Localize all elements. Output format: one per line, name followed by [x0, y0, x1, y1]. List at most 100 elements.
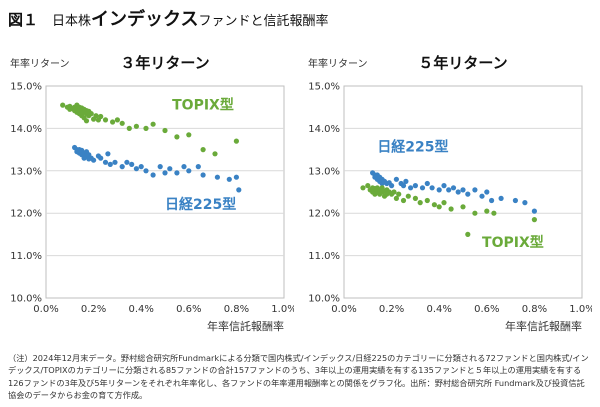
y-tick-label: 14.0%: [308, 124, 340, 135]
x-tick-label: 0.0%: [33, 304, 58, 315]
data-point: [448, 206, 454, 212]
data-point: [405, 193, 411, 199]
data-point: [226, 176, 232, 182]
data-point: [403, 178, 409, 184]
data-point: [412, 183, 418, 189]
data-point: [143, 125, 149, 131]
y-axis-label: 年率リターン: [308, 57, 368, 70]
series-label: TOPIX型: [172, 96, 234, 113]
data-point: [186, 132, 192, 138]
data-point: [167, 166, 173, 172]
data-point: [143, 168, 149, 174]
data-point: [460, 204, 466, 210]
data-point: [126, 125, 132, 131]
data-point: [417, 200, 423, 206]
figure-header: 図１ 日本株インデックスファンドと信託報酬率: [8, 5, 329, 31]
data-point: [393, 195, 399, 201]
y-tick-label: 15.0%: [10, 82, 42, 93]
data-point: [200, 147, 206, 153]
data-point: [460, 187, 466, 193]
chart-panel-5y: 10.0% 11.0% 12.0% 13.0% 14.0% 15.0% 0.0% 0.2% 0.…: [302, 52, 592, 342]
data-point: [472, 210, 478, 216]
data-point: [389, 183, 395, 189]
data-point: [391, 189, 397, 195]
series-label: TOPIX型: [482, 234, 544, 251]
data-point: [119, 120, 125, 126]
data-point: [400, 197, 407, 204]
data-point: [150, 172, 156, 178]
data-point: [83, 118, 90, 124]
data-point: [107, 161, 113, 167]
data-point: [236, 187, 242, 193]
x-tick-label: 0.0%: [331, 304, 356, 315]
scatter-chart-3y: 10.0% 11.0% 12.0% 13.0% 14.0% 15.0% 0.0% 0.2% 0.…: [10, 54, 294, 333]
data-point: [93, 113, 99, 119]
data-point: [119, 164, 125, 170]
y-tick-label: 11.0%: [10, 251, 42, 262]
data-point: [102, 117, 109, 123]
y-axis-label: 年率リターン: [10, 57, 70, 70]
data-point: [195, 164, 201, 170]
data-point: [424, 180, 430, 187]
data-point: [491, 210, 497, 216]
y-tick-label: 12.0%: [308, 209, 340, 220]
data-point: [88, 111, 94, 117]
chart-title: ３年リターン: [120, 54, 209, 72]
x-axis-label: 年率信託報酬率: [505, 319, 582, 333]
data-point: [60, 102, 66, 108]
data-point: [102, 159, 109, 165]
data-point: [114, 117, 120, 123]
series-label: 日経225型: [377, 139, 448, 156]
data-point: [531, 208, 537, 214]
x-tick-label: 0.6%: [474, 304, 499, 315]
data-point: [133, 166, 139, 172]
y-tick-label: 14.0%: [10, 124, 42, 135]
data-point: [446, 187, 452, 193]
x-tick-label: 0.8%: [522, 304, 547, 315]
data-point: [512, 197, 518, 204]
data-point: [162, 170, 168, 176]
data-point: [465, 231, 471, 237]
data-point: [212, 151, 218, 157]
y-tick-label: 12.0%: [10, 209, 42, 220]
data-point: [162, 127, 168, 134]
figure-label: 図１: [8, 11, 39, 29]
chart-title: ５年リターン: [418, 54, 507, 72]
y-tick-label: 13.0%: [308, 166, 340, 177]
data-point: [98, 155, 104, 161]
data-point: [200, 172, 206, 178]
data-point: [431, 202, 437, 208]
data-point: [98, 113, 104, 120]
data-point: [124, 159, 130, 165]
figure-title-emphasis: インデックス: [91, 9, 199, 30]
data-point: [472, 187, 478, 193]
y-tick-label: 11.0%: [308, 251, 340, 262]
figure-title-prefix: 日本株: [52, 14, 92, 29]
x-tick-label: 0.2%: [81, 304, 106, 315]
data-point: [133, 123, 139, 129]
data-point: [157, 164, 163, 170]
data-point: [181, 164, 187, 170]
data-point: [91, 157, 97, 163]
data-point: [393, 176, 399, 182]
x-tick-label: 0.6%: [176, 304, 201, 315]
data-point: [498, 195, 504, 201]
series-label: 日経225型: [165, 196, 236, 213]
data-point: [365, 183, 371, 189]
data-point: [400, 183, 407, 189]
x-tick-label: 0.4%: [426, 304, 451, 315]
y-tick-label: 10.0%: [308, 294, 340, 305]
data-point: [112, 159, 118, 165]
chart-panel-3y: 10.0% 11.0% 12.0% 13.0% 14.0% 15.0% 0.0% 0.2% 0.…: [4, 52, 294, 342]
data-point: [455, 189, 461, 195]
data-point: [174, 134, 180, 140]
x-tick-label: 1.0%: [569, 304, 592, 315]
data-point: [424, 197, 430, 204]
y-tick-label: 13.0%: [10, 166, 42, 177]
data-point: [360, 185, 366, 191]
data-point: [138, 164, 144, 170]
data-point: [531, 217, 537, 223]
data-point: [408, 185, 414, 191]
x-tick-label: 0.4%: [128, 304, 153, 315]
data-point: [110, 119, 116, 125]
